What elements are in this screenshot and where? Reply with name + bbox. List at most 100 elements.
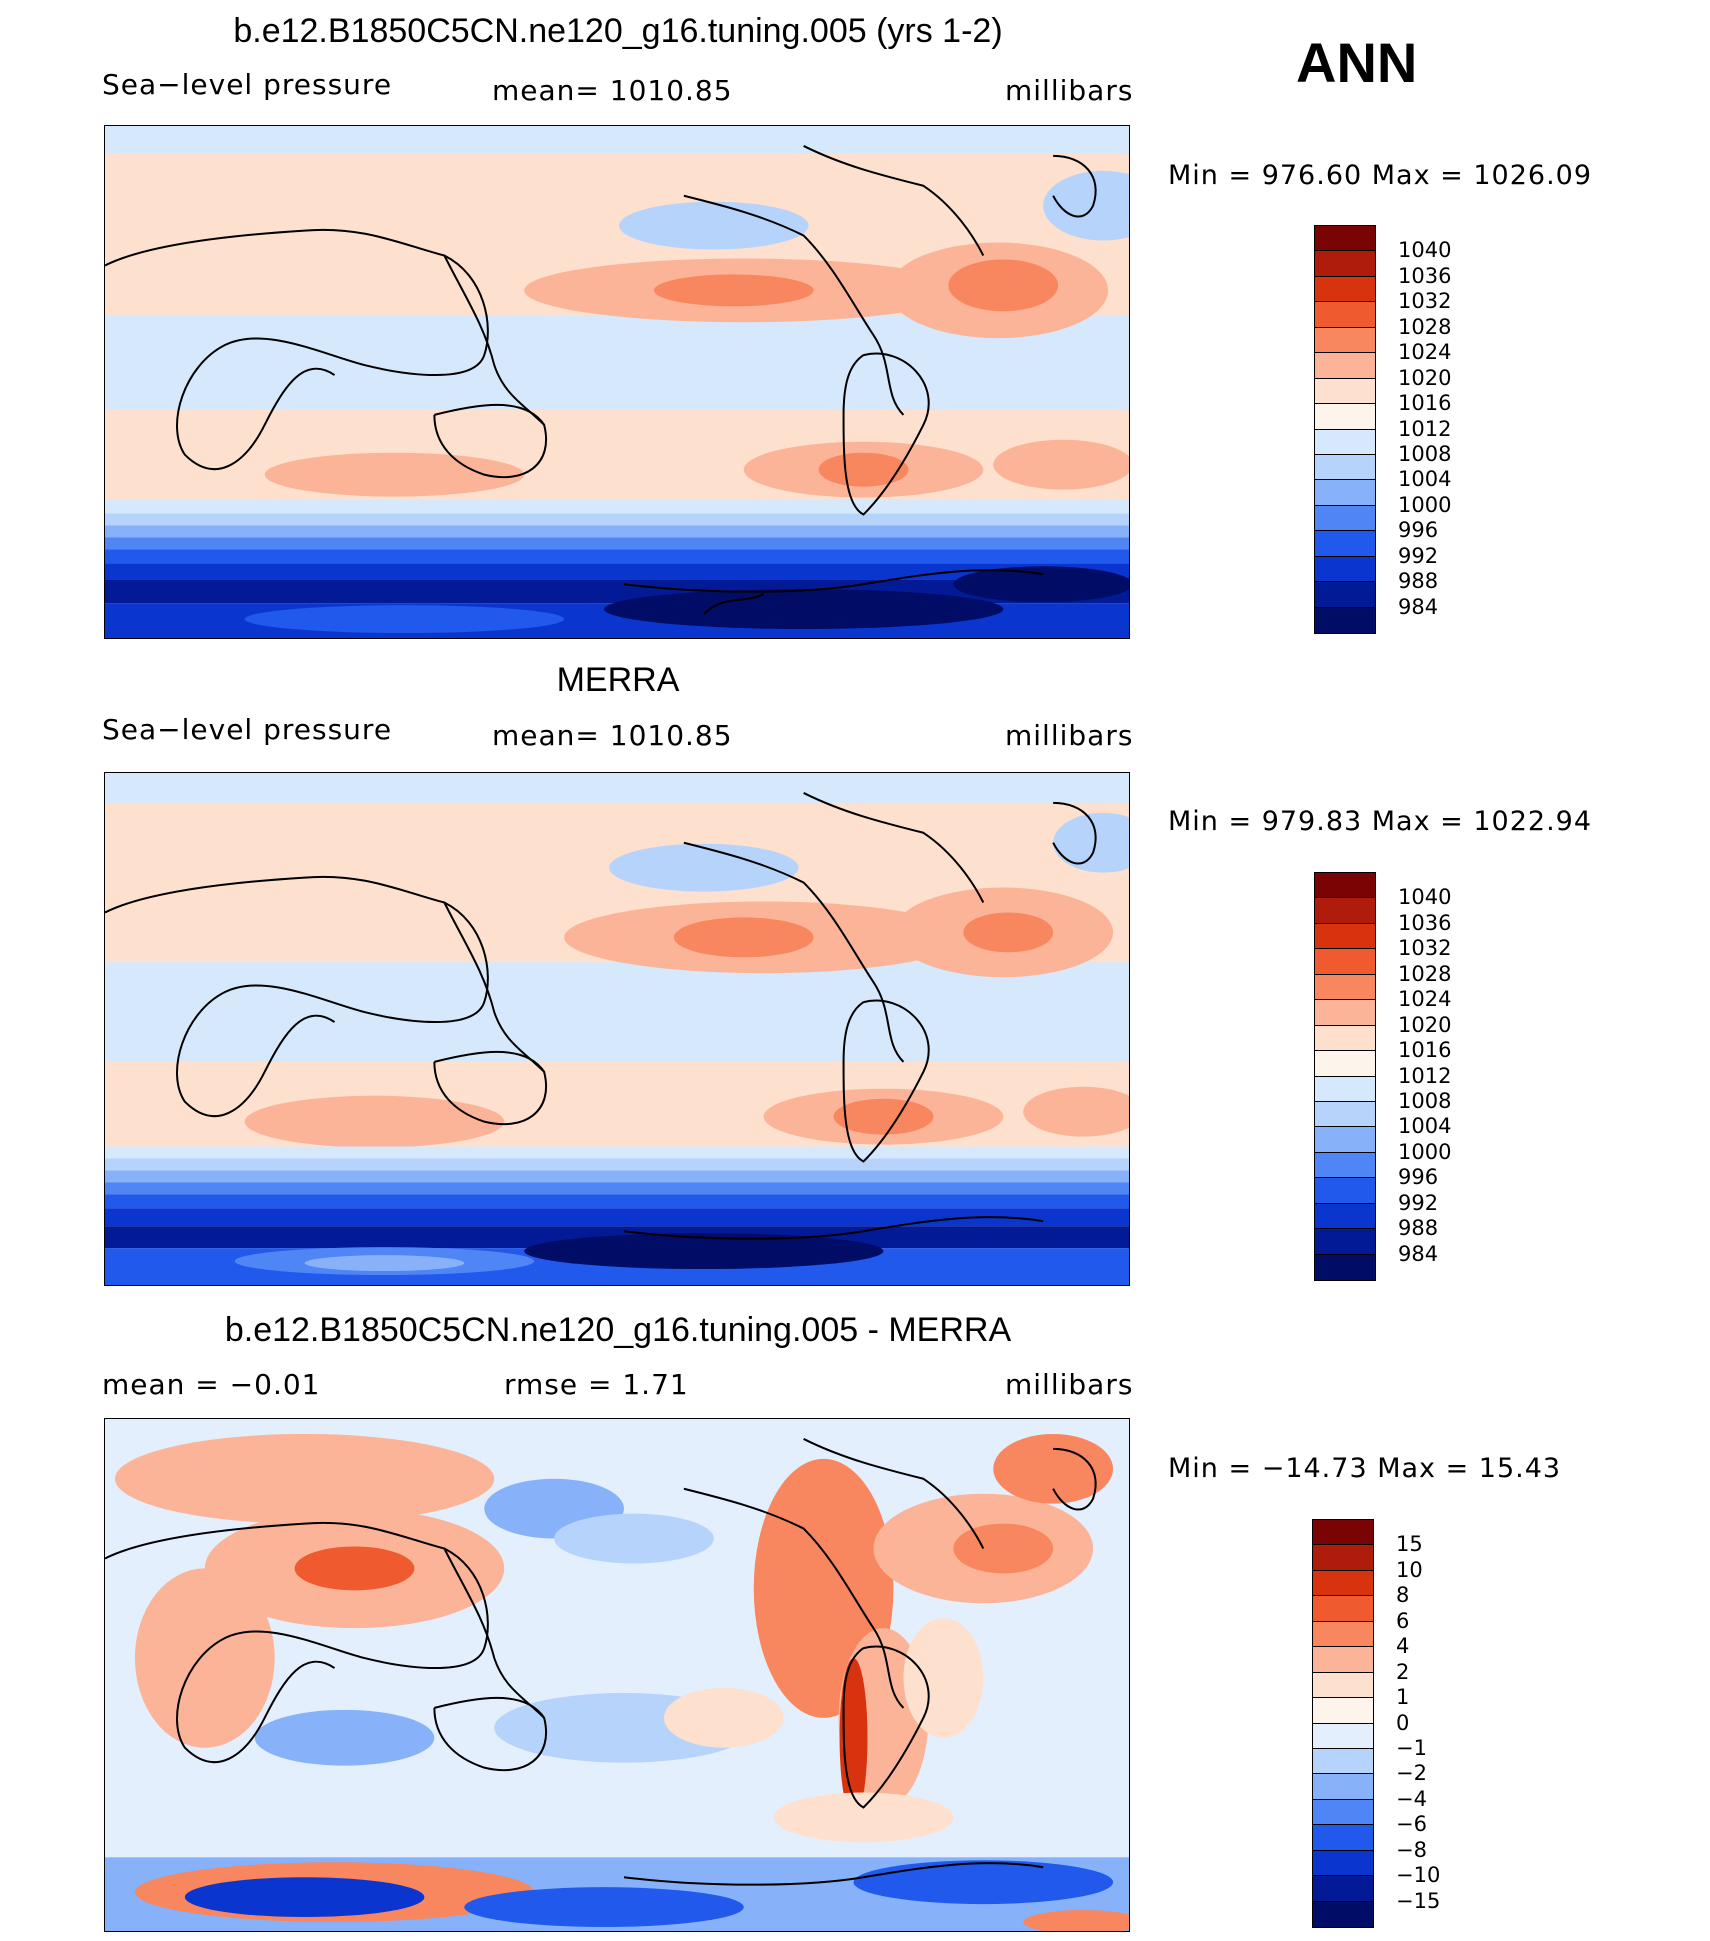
colorbar-cell [1312, 1747, 1374, 1775]
colorbar-cell [1314, 606, 1376, 634]
colorbar-tick-label: 8 [1396, 1583, 1410, 1608]
panel-right-label-obs: millibars [1005, 719, 1134, 752]
colorbar-cell [1312, 1875, 1374, 1903]
colorbar-tick-label: 1000 [1398, 492, 1452, 517]
colorbar-cell [1314, 352, 1376, 380]
colorbar-cell [1314, 1100, 1376, 1128]
colorbar-tick-label: 1008 [1398, 1088, 1452, 1113]
colorbar-cell [1312, 1595, 1374, 1623]
colorbar-cell [1314, 1024, 1376, 1052]
colorbar-tick-label: 1 [1396, 1685, 1410, 1710]
colorbar-cell [1312, 1697, 1374, 1724]
colorbar-tick-label: 1016 [1398, 1038, 1452, 1063]
colorbar-cell [1314, 555, 1376, 583]
panel-center-label-model: mean= 1010.85 [492, 74, 733, 107]
colorbar-tick-label: 1012 [1398, 1063, 1452, 1088]
panel-right-label-model: millibars [1005, 74, 1134, 107]
panel-left-label-model: Sea−level pressure [102, 68, 393, 101]
colorbar-cell [1314, 948, 1376, 976]
colorbar-cell [1314, 973, 1376, 1001]
colorbar-tick-label: 1020 [1398, 365, 1452, 390]
colorbar-obs: 1040 1036 1032 1028 1024 1020 1016 1012 1008 1004… [1314, 872, 1451, 1281]
colorbar-cell [1314, 453, 1376, 481]
colorbar-tick-label: 1008 [1398, 441, 1452, 466]
colorbar-cell [1314, 581, 1376, 609]
colorbar-tick-label: 1020 [1398, 1012, 1452, 1037]
colorbar-cell [1314, 1253, 1376, 1281]
colorbar-tick-label: 996 [1398, 1165, 1439, 1190]
colorbar-cell [1312, 1519, 1374, 1546]
colorbar-tick-label: 0 [1396, 1710, 1410, 1735]
colorbar-tick-label: 1024 [1398, 340, 1452, 365]
colorbar-cell [1312, 1620, 1374, 1648]
colorbar-cell [1314, 530, 1376, 558]
colorbar-cell [1312, 1646, 1374, 1674]
colorbar-tick-label: −8 [1396, 1837, 1427, 1862]
panel-title-diff: b.e12.B1850C5CN.ne120_g16.tuning.005 - M… [224, 1311, 1012, 1349]
colorbar-tick-label: 1032 [1398, 936, 1452, 961]
colorbar-tick-label: 1000 [1398, 1139, 1452, 1164]
minmax-diff: Min = −14.73 Max = 15.43 [1168, 1453, 1562, 1484]
colorbar-cell [1314, 225, 1376, 252]
colorbar-cell [1314, 403, 1376, 430]
panel-title-obs: MERRA [556, 661, 680, 699]
colorbar-cell [1312, 1824, 1374, 1852]
colorbar-tick-label: −15 [1396, 1888, 1441, 1913]
colorbar-model: 1040 1036 1032 1028 1024 1020 1016 1012 1008 1004… [1314, 225, 1451, 634]
colorbar-cell [1314, 250, 1376, 278]
colorbar-tick-label: 10 [1396, 1557, 1423, 1582]
colorbar-cell [1312, 1671, 1374, 1699]
map-model [104, 125, 1130, 639]
colorbar-tick-label: 1032 [1398, 289, 1452, 314]
colorbar-cell [1314, 1075, 1376, 1103]
colorbar-tick-label: −6 [1396, 1812, 1427, 1837]
colorbar-cell [1312, 1773, 1374, 1801]
colorbar-cell [1314, 1050, 1376, 1077]
colorbar-tick-label: 992 [1398, 1190, 1439, 1215]
colorbar-tick-label: 984 [1398, 594, 1439, 619]
colorbar-tick-label: −1 [1396, 1735, 1427, 1760]
colorbar-tick-label: 1024 [1398, 987, 1452, 1012]
map-diff [104, 1418, 1130, 1932]
panel-center-label-obs: mean= 1010.85 [492, 719, 733, 752]
colorbar-cell [1314, 301, 1376, 329]
minmax-obs: Min = 979.83 Max = 1022.94 [1168, 806, 1593, 837]
colorbar-tick-label: 1036 [1398, 263, 1452, 288]
colorbar-tick-label: 1036 [1398, 910, 1452, 935]
colorbar-tick-label: 988 [1398, 569, 1439, 594]
colorbar-cell [1314, 1177, 1376, 1205]
colorbar-cell [1314, 1126, 1376, 1154]
colorbar-cell [1314, 377, 1376, 405]
colorbar-tick-label: −10 [1396, 1863, 1441, 1888]
colorbar-cell [1312, 1900, 1374, 1928]
colorbar-tick-label: 1028 [1398, 961, 1452, 986]
colorbar-tick-label: 2 [1396, 1659, 1410, 1684]
colorbar-tick-label: 1040 [1398, 238, 1452, 263]
colorbar-tick-label: −2 [1396, 1761, 1427, 1786]
colorbar-cell [1314, 1151, 1376, 1179]
colorbar-cell [1314, 1202, 1376, 1230]
panel-title-model: b.e12.B1850C5CN.ne120_g16.tuning.005 (yr… [233, 12, 1003, 50]
map-obs [104, 772, 1130, 1286]
colorbar-cell [1314, 479, 1376, 507]
colorbar-tick-label: 15 [1396, 1532, 1423, 1557]
colorbar-tick-label: 1004 [1398, 1114, 1452, 1139]
colorbar-tick-label: 1004 [1398, 467, 1452, 492]
colorbar-tick-label: −4 [1396, 1786, 1427, 1811]
colorbar-cell [1314, 275, 1376, 303]
colorbar-tick-label: 984 [1398, 1241, 1439, 1266]
colorbar-diff: 15 10 8 6 4 2 1 0 −1 −2 −4 −6 −8 −10 −15 [1312, 1519, 1440, 1928]
colorbar-tick-label: 6 [1396, 1608, 1410, 1633]
panel-left-label-diff: mean = −0.01 [102, 1368, 321, 1401]
colorbar-tick-label: 1040 [1398, 885, 1452, 910]
colorbar-tick-label: 1028 [1398, 314, 1452, 339]
colorbar-cell [1314, 872, 1376, 899]
season-label: ANN [1296, 31, 1418, 94]
colorbar-cell [1314, 999, 1376, 1027]
colorbar-cell [1314, 922, 1376, 950]
colorbar-cell [1314, 428, 1376, 456]
colorbar-tick-label: 1012 [1398, 416, 1452, 441]
minmax-model: Min = 976.60 Max = 1026.09 [1168, 160, 1593, 191]
colorbar-cell [1314, 897, 1376, 925]
colorbar-cell [1312, 1798, 1374, 1826]
